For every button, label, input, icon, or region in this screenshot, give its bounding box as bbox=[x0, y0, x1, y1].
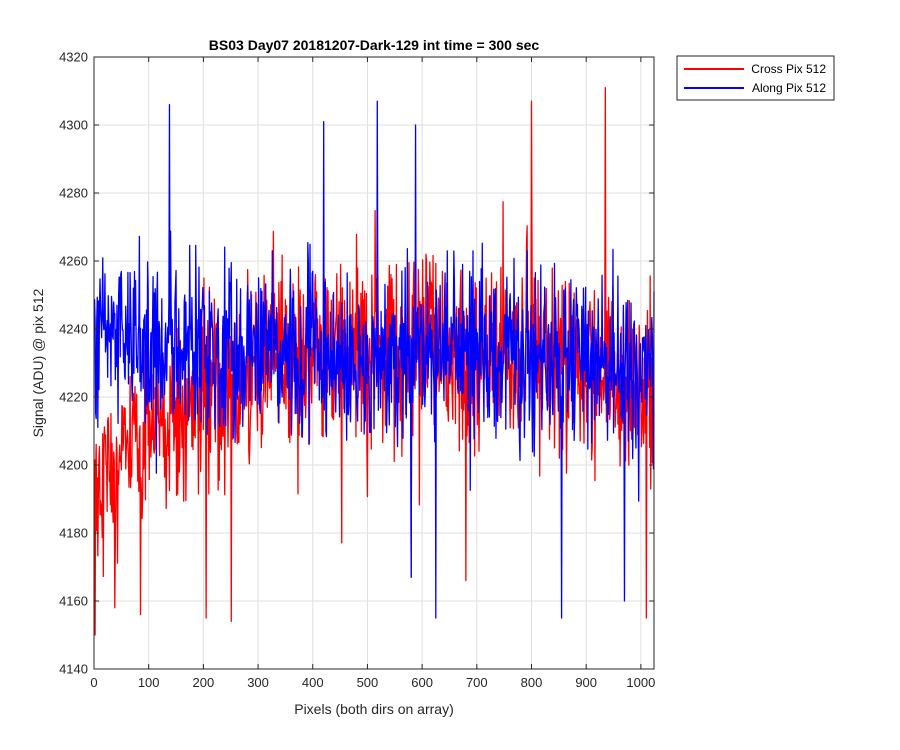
legend: Cross Pix 512 Along Pix 512 bbox=[676, 55, 835, 101]
y-tick-label: 4280 bbox=[59, 186, 88, 201]
series-layer bbox=[93, 86, 655, 636]
y-tick-label: 4240 bbox=[59, 322, 88, 337]
x-axis-label: Pixels (both dirs on array) bbox=[294, 701, 454, 717]
x-tick-label: 0 bbox=[90, 675, 97, 690]
x-tick-label: 200 bbox=[193, 675, 215, 690]
x-tick-label: 300 bbox=[247, 675, 269, 690]
x-tick-label: 100 bbox=[138, 675, 160, 690]
y-axis-label: Signal (ADU) @ pix 512 bbox=[30, 288, 46, 437]
chart-title: BS03 Day07 20181207-Dark-129 int time = … bbox=[209, 37, 540, 53]
y-tick-label: 4300 bbox=[59, 118, 88, 133]
y-tick-label: 4140 bbox=[59, 662, 88, 677]
x-tick-label: 700 bbox=[466, 675, 488, 690]
legend-box bbox=[676, 55, 835, 101]
x-tick-label: 400 bbox=[302, 675, 324, 690]
x-tick-label: 900 bbox=[575, 675, 597, 690]
y-tick-label: 4260 bbox=[59, 254, 88, 269]
y-tick-label: 4160 bbox=[59, 594, 88, 609]
series-line-along-pix-512 bbox=[93, 100, 655, 619]
legend-label-cross: Cross Pix 512 bbox=[751, 62, 826, 76]
x-tick-label: 1000 bbox=[626, 675, 655, 690]
legend-label-along: Along Pix 512 bbox=[752, 81, 826, 95]
y-tick-label: 4220 bbox=[59, 390, 88, 405]
plot-frame bbox=[93, 56, 655, 670]
y-tick-label: 4180 bbox=[59, 526, 88, 541]
x-tick-label: 600 bbox=[411, 675, 433, 690]
x-tick-label: 800 bbox=[521, 675, 543, 690]
y-tick-label: 4320 bbox=[59, 50, 88, 65]
x-tick-label: 500 bbox=[357, 675, 379, 690]
y-tick-label: 4200 bbox=[59, 458, 88, 473]
ticks: 0 100 200 300 400 500 600 700 800 900 1000 4140 4160… bbox=[59, 50, 655, 691]
